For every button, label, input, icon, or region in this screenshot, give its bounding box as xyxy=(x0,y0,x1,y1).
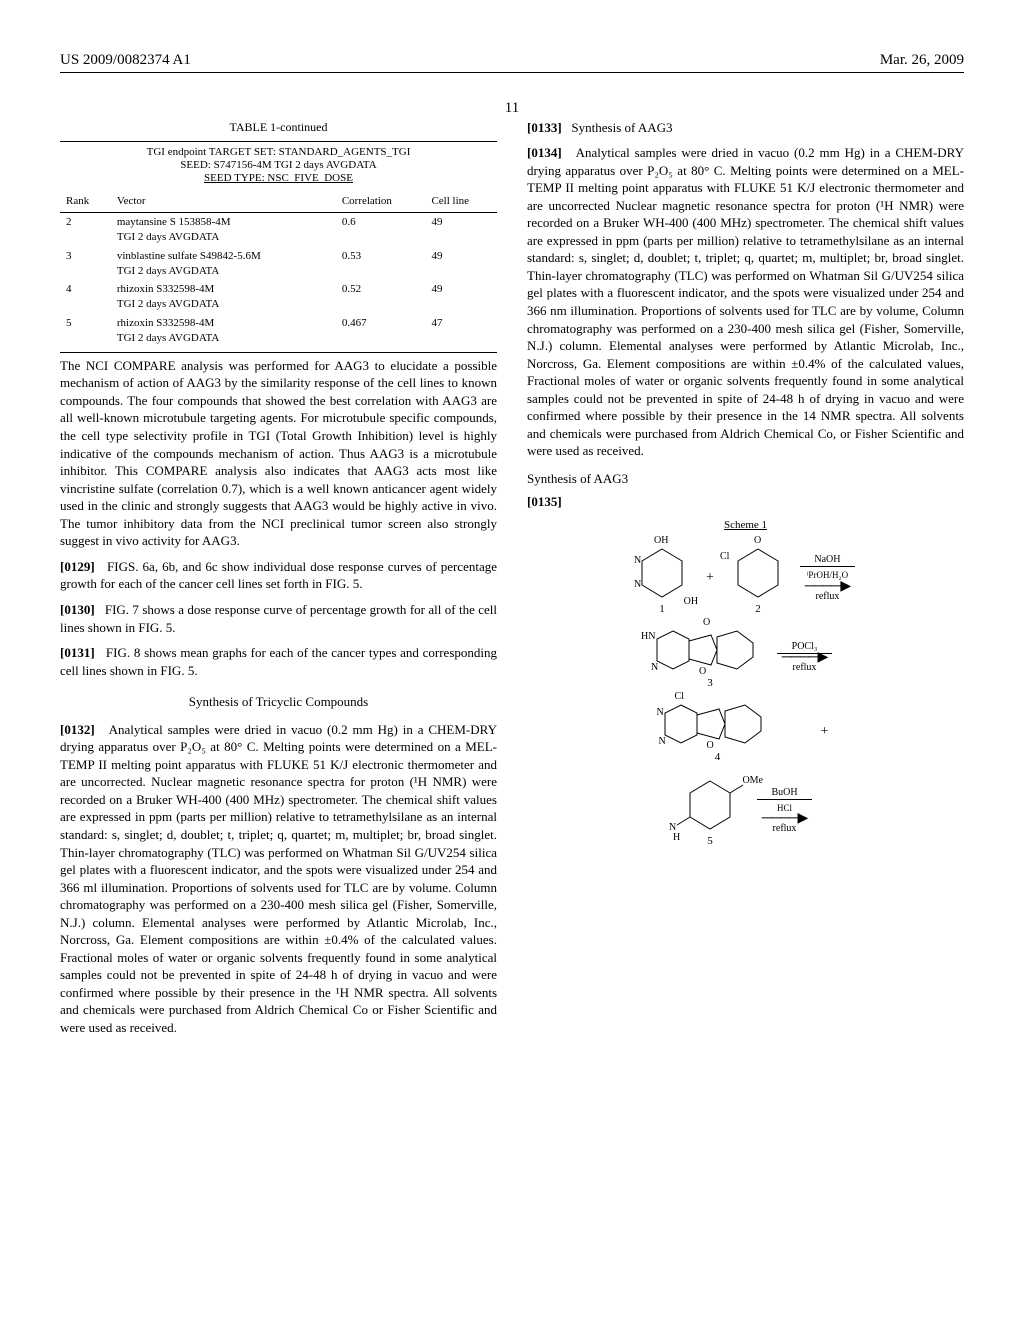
para-after-table: The NCI COMPARE analysis was performed f… xyxy=(60,357,497,550)
col-vector: Vector xyxy=(111,191,336,212)
plus-sign: + xyxy=(700,570,720,585)
patent-number: US 2009/0082374 A1 xyxy=(60,50,191,70)
table-row: 2 maytansine S 153858-4M TGI 2 days AVGD… xyxy=(60,213,497,247)
col-corr: Correlation xyxy=(336,191,426,212)
table-title: TABLE 1-continued xyxy=(60,119,497,135)
table-box: TGI endpoint TARGET SET: STANDARD_AGENTS… xyxy=(60,141,497,353)
para-0133: [0133] Synthesis of AAG3 xyxy=(527,119,964,137)
compare-table: Rank Vector Correlation Cell line 2 mayt… xyxy=(60,191,497,348)
synthesis-heading: Synthesis of AAG3 xyxy=(527,470,964,488)
page-number: 11 xyxy=(60,98,964,118)
scheme-row-3: Cl N N O 4 + xyxy=(527,699,964,763)
table-subtitle: TGI endpoint TARGET SET: STANDARD_AGENTS… xyxy=(60,146,497,186)
col-cell: Cell line xyxy=(425,191,497,212)
plus-sign-2: + xyxy=(781,724,829,739)
para-0129: [0129] FIGS. 6a, 6b, and 6c show individ… xyxy=(60,558,497,593)
scheme-row-2: HN N O O 3 POCl₃ ────▶ reflux xyxy=(527,625,964,689)
scheme-row-4: OMe N H 5 BuOH HCl ────▶ reflux xyxy=(527,773,964,847)
compound-3: HN N O O 3 xyxy=(655,625,765,689)
reaction-arrow-2: POCl₃ ────▶ reflux xyxy=(773,641,836,673)
section-tricyclic: Synthesis of Tricyclic Compounds xyxy=(60,693,497,711)
table-row: 5 rhizoxin S332598-4M TGI 2 days AVGDATA… xyxy=(60,314,497,348)
para-0132: [0132] Analytical samples were dried in … xyxy=(60,721,497,1037)
reaction-arrow-3: BuOH HCl ────▶ reflux xyxy=(753,787,816,835)
col-rank: Rank xyxy=(60,191,111,212)
table-row: 3 vinblastine sulfate S49842-5.6M TGI 2 … xyxy=(60,247,497,281)
compound-2: Cl O 2 xyxy=(728,541,788,615)
para-0130: [0130] FIG. 7 shows a dose response curv… xyxy=(60,601,497,636)
para-0131: [0131] FIG. 8 shows mean graphs for each… xyxy=(60,644,497,679)
left-column: TABLE 1-continued TGI endpoint TARGET SE… xyxy=(60,119,497,1045)
patent-date: Mar. 26, 2009 xyxy=(880,50,964,70)
right-column: [0133] Synthesis of AAG3 [0134] Analytic… xyxy=(527,119,964,1045)
compound-5: OMe N H 5 xyxy=(675,773,745,847)
para-0135: [0135] xyxy=(527,493,964,511)
scheme-title: Scheme 1 xyxy=(527,519,964,531)
compound-4: Cl N N O 4 xyxy=(663,699,773,763)
table-row: 4 rhizoxin S332598-4M TGI 2 days AVGDATA… xyxy=(60,280,497,314)
scheme-row-1: OH N N OH 1 + Cl O 2 xyxy=(527,541,964,615)
reaction-arrow-1: NaOH ⁱPrOH/H₂O ────▶ reflux xyxy=(796,554,859,602)
scheme-1: Scheme 1 OH N N OH 1 + xyxy=(527,519,964,847)
page-header: US 2009/0082374 A1 Mar. 26, 2009 xyxy=(60,50,964,73)
para-0134: [0134] Analytical samples were dried in … xyxy=(527,144,964,460)
compound-1: OH N N OH 1 xyxy=(632,541,692,615)
